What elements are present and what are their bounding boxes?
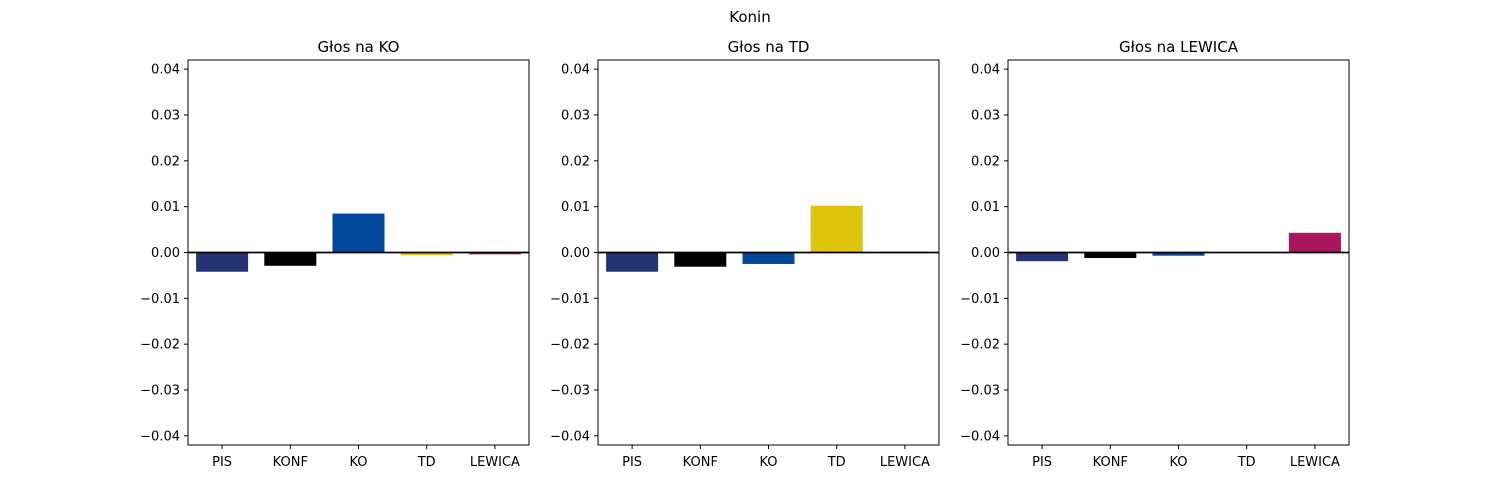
bar-pis [196,252,249,272]
subplot-1: Głos na KO −0.04 −0.03 −0.02 −0.01 0.00 0.01 0.… [140,38,530,470]
bar-pis [606,252,659,272]
y-tick-label: 0.03 [151,109,180,124]
y-tick-label: 0.01 [561,200,590,215]
subplot-title: Głos na KO [318,38,400,56]
y-tick-label: 0.04 [971,63,1000,78]
y-tick-label: −0.03 [140,384,180,399]
y-tick-label: −0.02 [140,338,180,353]
x-tick-label: KONF [273,455,308,470]
y-tick-label: 0.04 [151,63,180,78]
y-tick-label: −0.01 [550,292,590,307]
y-tick-label: 0.01 [151,200,180,215]
y-tick-label: −0.03 [960,384,1000,399]
x-tick-label: LEWICA [470,455,520,470]
bar-konf [264,252,317,266]
y-tick-label: 0.01 [971,200,1000,215]
figure-suptitle: Konin [729,8,770,26]
subplot-title: Głos na TD [728,38,810,56]
y-tick-label: 0.04 [561,63,590,78]
subplot-panels: Głos na KO −0.04 −0.03 −0.02 −0.01 0.00 0.01 0.… [140,38,1350,470]
x-tick-label: TD [1237,455,1256,470]
bar-ko [1152,252,1205,256]
x-tick-label: TD [827,455,846,470]
x-tick-label: PIS [1032,455,1052,470]
subplot-title: Głos na LEWICA [1119,38,1239,56]
bar-ko [332,213,385,253]
y-tick-label: −0.01 [960,292,1000,307]
y-tick-label: 0.03 [971,109,1000,124]
y-tick-label: 0.02 [151,154,180,169]
y-tick-label: 0.00 [561,246,590,261]
x-tick-label: PIS [212,455,232,470]
x-tick-label: KONF [683,455,718,470]
bar-konf [1084,252,1137,258]
y-tick-label: 0.02 [971,154,1000,169]
x-tick-label: TD [417,455,436,470]
x-tick-label: KO [1169,455,1187,470]
y-tick-label: 0.03 [561,109,590,124]
x-tick-label: PIS [622,455,642,470]
x-tick-label: LEWICA [880,455,930,470]
bar-td [810,205,863,253]
y-tick-label: −0.01 [140,292,180,307]
y-tick-label: −0.02 [550,338,590,353]
x-tick-label: KONF [1093,455,1128,470]
bar-konf [674,252,727,267]
subplot-3: Głos na LEWICA −0.04 −0.03 −0.02 −0.01 0.00 0.… [960,38,1350,470]
y-tick-label: −0.04 [550,429,590,444]
y-tick-label: 0.00 [971,246,1000,261]
y-tick-label: 0.02 [561,154,590,169]
bar-pis [1016,252,1069,262]
bar-lewica [468,252,521,255]
y-tick-label: −0.04 [960,429,1000,444]
x-tick-label: KO [759,455,777,470]
subplot-2: Głos na TD −0.04 −0.03 −0.02 −0.01 0.00 0.01 0.… [550,38,940,470]
bar-lewica [1288,232,1341,253]
y-tick-label: −0.02 [960,338,1000,353]
x-tick-label: LEWICA [1290,455,1340,470]
bar-ko [742,252,795,264]
x-tick-label: KO [349,455,367,470]
y-tick-label: 0.00 [151,246,180,261]
y-tick-label: −0.03 [550,384,590,399]
bar-td [400,252,453,256]
y-tick-label: −0.04 [140,429,180,444]
